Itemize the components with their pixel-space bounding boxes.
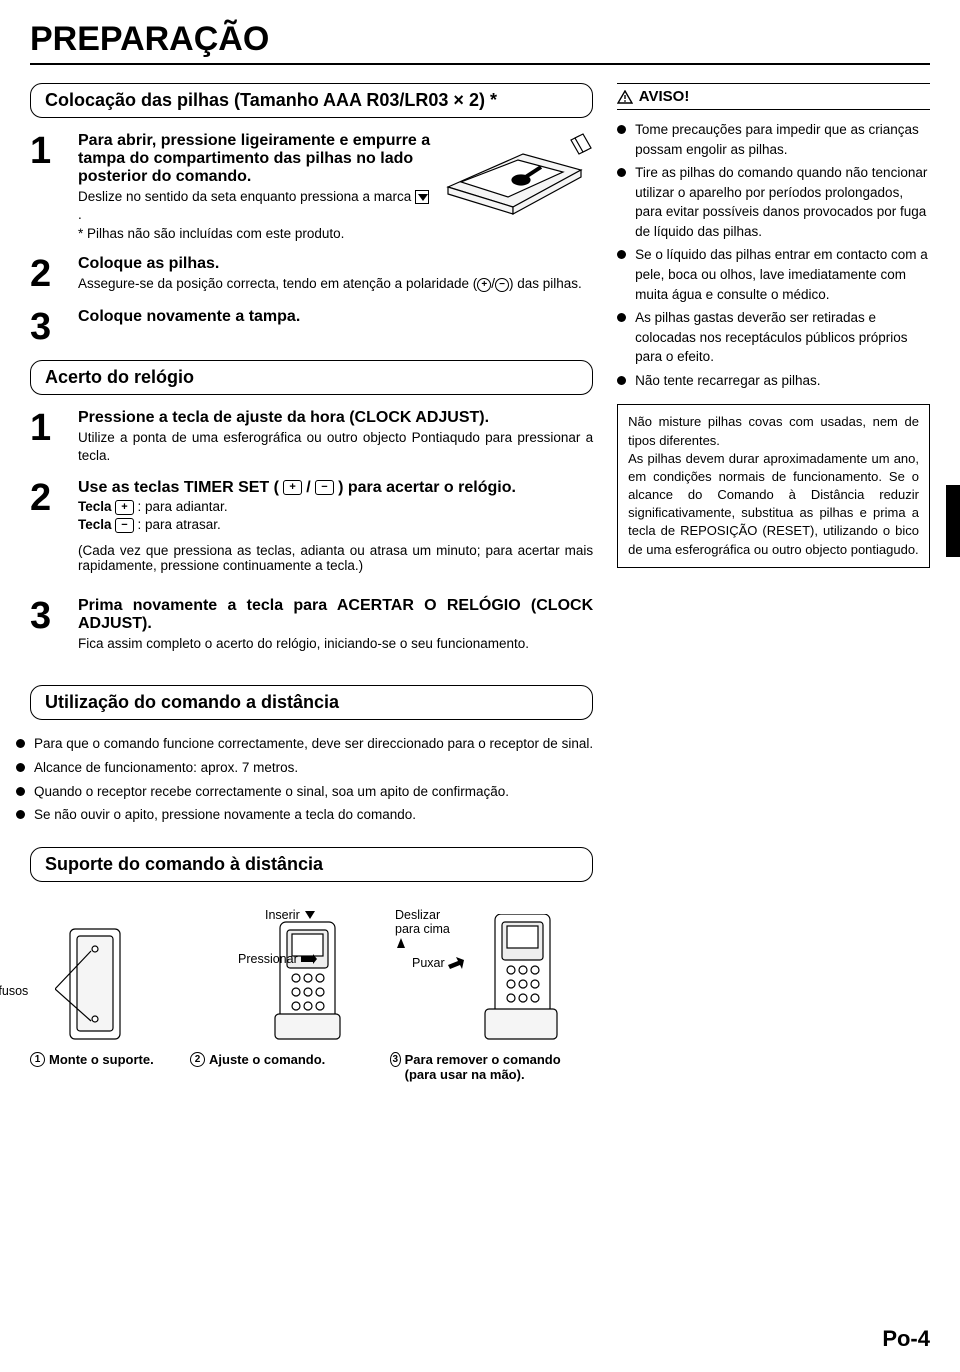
section-c-heading: Utilização do comando a distância [30,685,593,720]
tecla-minus-line: Tecla − : para atrasar. [78,517,593,533]
minus-key-icon: − [315,480,333,495]
aviso-b1: Tome precauções para impedir que as cria… [617,120,930,159]
holder-mount-illustration [55,924,135,1044]
step-a2-detail-post: ) das pilhas. [509,276,582,291]
section-a-heading: Colocação das pilhas (Tamanho AAA R03/LR… [30,83,593,118]
page-number: Po-4 [882,1326,930,1352]
section-b-heading: Acerto do relógio [30,360,593,395]
label-deslizar-text: Deslizar para cima [395,908,450,936]
step-a2-detail: Assegure-se da posição correcta, tendo e… [78,275,593,293]
down-triangle-icon [415,190,429,204]
holder-captions: 1 Monte o suporte. 2 Ajuste o comando. 3 Pa… [30,1052,593,1082]
cap3-num: 3 [390,1052,401,1067]
cap1-num: 1 [30,1052,45,1067]
step-b2-title-mid: / [302,479,315,496]
holder-insert-illustration [270,914,350,1044]
cap3-text: Para remover o comando (para usar na mão… [405,1052,590,1082]
step-b3-title: Prima novamente a tecla para ACERTAR O R… [78,597,593,633]
aviso-b4: As pilhas gastas deverão ser retiradas e… [617,308,930,367]
step-a1-num: 1 [30,132,66,241]
step-b1-title: Pressione a tecla de ajuste da hora (CLO… [78,409,593,427]
section-d-heading: Suporte do comando à distância [30,847,593,882]
warning-triangle-icon [617,90,633,104]
tecla-minus-text: : para atrasar. [138,517,221,532]
label-parafusos: Parafusos [0,984,28,998]
step-a2-num: 2 [30,255,66,293]
step-b2-title-pre: Use as teclas TIMER SET ( [78,479,283,496]
label-pressionar: Pressionar [238,952,317,966]
section-c-list: Para que o comando funcione correctament… [16,734,593,824]
tecla-label-2: Tecla [78,517,112,532]
label-pressionar-text: Pressionar [238,952,298,966]
holder-remove-illustration [470,914,560,1044]
aviso-b2: Tire as pilhas do comando quando não ten… [617,163,930,241]
aviso-box2: Não misture pilhas covas com usadas, nem… [617,404,930,568]
aviso-heading: AVISO! [617,83,930,110]
aviso-b5: Não tente recarregar as pilhas. [617,371,930,391]
label-inserir-text: Inserir [265,908,300,922]
page-title: PREPARAÇÃO [30,20,930,65]
label-puxar: Puxar [412,956,464,970]
sc-bullet-4: Se não ouvir o apito, pressione novament… [16,805,593,825]
tecla-label-1: Tecla [78,499,112,514]
aviso-heading-text: AVISO! [639,88,690,105]
step-b1-detail: Utilize a ponta de uma esferográfica ou … [78,429,593,465]
step-b2-title: Use as teclas TIMER SET ( + / − ) para a… [78,479,593,497]
plus-key-icon-2: + [115,500,133,515]
sc-bullet-3: Quando o receptor recebe correctamente o… [16,782,593,802]
tecla-plus-line: Tecla + : para adiantar. [78,499,593,515]
side-tab-marker [946,485,960,557]
cap2-text: Ajuste o comando. [209,1052,325,1082]
cap1-text: Monte o suporte. [49,1052,154,1082]
aviso-b3: Se o líquido das pilhas entrar em contac… [617,245,930,304]
step-a2-detail-pre: Assegure-se da posição correcta, tendo e… [78,276,477,291]
step-a1-detail-text: Deslize no sentido da seta enquanto pres… [78,189,411,204]
remote-open-illustration [443,132,593,217]
step-a3-num: 3 [30,308,66,346]
minus-key-icon-2: − [115,518,133,533]
label-inserir: Inserir [265,908,317,922]
step-b3-detail: Fica assim completo o acerto do relógio,… [78,635,593,653]
tecla-plus-text: : para adiantar. [138,499,228,514]
plus-key-icon: + [283,480,301,495]
step-b1-num: 1 [30,409,66,465]
sc-bullet-2: Alcance de funcionamento: aprox. 7 metro… [16,758,593,778]
sc-bullet-1: Para que o comando funcione correctament… [16,734,593,754]
paren-note: (Cada vez que pressiona as teclas, adian… [78,543,593,573]
step-a1-note: * Pilhas não são incluídas com este prod… [78,226,593,241]
plus-polarity-icon: + [477,278,491,292]
holder-illustrations: Parafusos Inserir [30,914,593,1044]
label-deslizar: Deslizar para cima [395,908,465,950]
label-puxar-text: Puxar [412,956,445,970]
cap2-num: 2 [190,1052,205,1067]
aviso-list: Tome precauções para impedir que as cria… [617,120,930,390]
step-a3-title: Coloque novamente a tampa. [78,308,593,326]
step-b2-num: 2 [30,479,66,583]
step-b3-num: 3 [30,597,66,653]
step-b2-title-post: ) para acertar o relógio. [334,479,516,496]
minus-polarity-icon: − [495,278,509,292]
step-a2-title: Coloque as pilhas. [78,255,593,273]
